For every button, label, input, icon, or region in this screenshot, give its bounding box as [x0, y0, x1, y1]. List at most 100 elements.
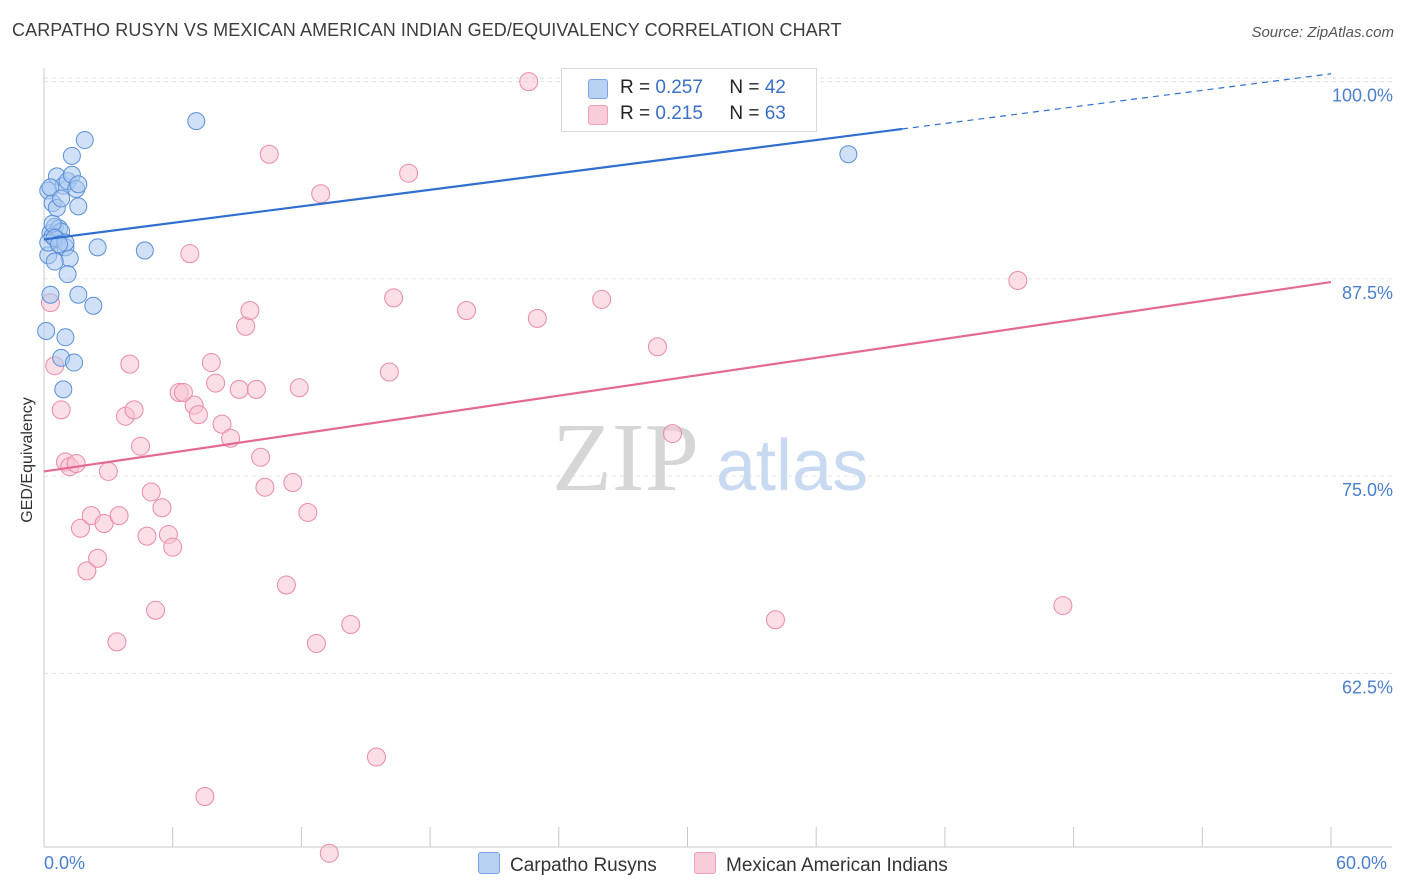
data-point-mexican — [206, 373, 226, 393]
data-point-carpatho — [135, 241, 154, 260]
data-point-mexican — [88, 548, 108, 568]
data-point-mexican — [319, 843, 339, 863]
data-point-carpatho — [60, 249, 79, 268]
data-point-carpatho — [84, 296, 103, 315]
data-point-mexican — [662, 424, 682, 444]
data-point-carpatho — [52, 189, 71, 208]
x-tick-label-max: 60.0% — [1336, 853, 1388, 873]
y-tick-label: 87.5% — [1342, 283, 1393, 303]
data-point-carpatho — [69, 197, 88, 216]
data-point-mexican — [98, 461, 118, 481]
legend-label-carpatho: Carpatho Rusyns — [510, 855, 657, 876]
series-mexican-american-indians — [40, 72, 1073, 863]
legend-n-label: N = — [729, 77, 765, 98]
data-point-mexican — [298, 502, 318, 522]
trend-line-carpatho — [43, 127, 903, 241]
data-point-mexican — [141, 482, 161, 502]
data-point-mexican — [163, 537, 183, 557]
data-point-mexican — [457, 300, 477, 320]
data-point-mexican — [306, 633, 326, 653]
data-point-mexican — [137, 526, 157, 546]
data-point-mexican — [311, 184, 331, 204]
data-point-carpatho — [54, 380, 73, 399]
data-point-mexican — [379, 362, 399, 382]
data-point-mexican — [70, 518, 90, 538]
data-point-mexican — [276, 575, 296, 595]
trend-lines — [43, 73, 1332, 473]
data-point-carpatho — [187, 112, 206, 131]
data-point-mexican — [1008, 270, 1028, 290]
grid-lines — [44, 77, 1392, 674]
y-tick-label: 75.0% — [1342, 480, 1393, 500]
legend-r-label: R = — [620, 77, 656, 98]
data-point-mexican — [107, 632, 127, 652]
legend-n-value: 63 — [764, 103, 786, 124]
data-point-mexican — [152, 498, 172, 518]
data-point-mexican — [366, 747, 386, 767]
data-point-mexican — [109, 506, 129, 526]
data-point-carpatho — [88, 238, 107, 257]
data-point-carpatho — [41, 178, 60, 197]
data-point-mexican — [384, 288, 404, 308]
data-point-mexican — [592, 289, 612, 309]
data-point-mexican — [131, 436, 151, 456]
data-point-carpatho — [56, 328, 75, 347]
data-point-mexican — [341, 615, 361, 635]
data-point-mexican — [146, 600, 166, 620]
legend-swatch-pink — [588, 105, 608, 125]
data-point-carpatho — [69, 285, 88, 304]
data-point-mexican — [195, 787, 215, 807]
bottom-legend-mexican: Mexican American Indians — [694, 852, 948, 877]
source-label: Source: ZipAtlas.com — [1251, 24, 1394, 41]
data-point-mexican — [236, 316, 256, 336]
data-point-mexican — [212, 414, 232, 434]
data-point-mexican — [765, 610, 785, 630]
chart-title: CARPATHO RUSYN VS MEXICAN AMERICAN INDIA… — [12, 20, 842, 40]
data-point-carpatho — [69, 175, 88, 194]
bottom-legend-carpatho: Carpatho Rusyns — [478, 852, 657, 877]
x-tick-label-min: 0.0% — [44, 853, 86, 873]
data-point-carpatho — [839, 145, 858, 164]
data-point-mexican — [259, 144, 279, 164]
legend-swatch-blue — [478, 852, 500, 874]
data-point-mexican — [251, 447, 271, 467]
data-point-mexican — [51, 400, 71, 420]
y-tick-label: 100.0% — [1332, 86, 1393, 106]
data-point-carpatho — [41, 285, 60, 304]
data-point-mexican — [255, 477, 275, 497]
data-point-mexican — [77, 561, 97, 581]
legend-r-value: 0.257 — [655, 77, 703, 98]
watermark-atlas: atlas — [716, 426, 868, 506]
data-point-mexican — [229, 379, 249, 399]
data-point-mexican — [399, 163, 419, 183]
y-tick-label: 62.5% — [1342, 677, 1393, 697]
data-point-mexican — [94, 514, 114, 534]
data-point-mexican — [201, 353, 221, 373]
y-tick-labels: 100.0% 87.5% 75.0% 62.5% — [1332, 86, 1393, 698]
data-point-mexican — [66, 454, 86, 474]
data-point-mexican — [289, 378, 309, 398]
data-point-carpatho — [45, 252, 64, 271]
series-carpatho-rusyns — [37, 112, 858, 399]
trend-line-mexican — [43, 280, 1332, 473]
data-point-carpatho — [58, 265, 77, 284]
legend-label-mexican: Mexican American Indians — [726, 855, 948, 876]
legend-n-value: 42 — [764, 77, 786, 98]
data-point-carpatho — [65, 353, 84, 372]
data-point-carpatho — [37, 321, 56, 340]
correlation-legend: R = 0.257 N = 42 R = 0.215 N = 63 — [561, 68, 817, 132]
legend-r-label: R = — [620, 103, 656, 124]
watermark: ZIP atlas — [552, 404, 868, 512]
legend-swatch-pink — [694, 852, 716, 874]
data-point-mexican — [647, 337, 667, 357]
watermark-zip: ZIP — [552, 404, 699, 512]
data-point-mexican — [120, 354, 140, 374]
data-point-carpatho — [75, 131, 94, 150]
data-point-mexican — [240, 300, 260, 320]
data-point-mexican — [519, 72, 539, 92]
data-point-carpatho — [62, 146, 81, 165]
data-point-mexican — [283, 472, 303, 492]
data-point-mexican — [527, 308, 547, 328]
data-point-mexican — [1053, 596, 1073, 616]
